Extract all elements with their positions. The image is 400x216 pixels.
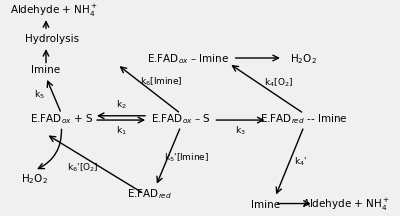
Text: E.FAD$_{ox}$ – Imine: E.FAD$_{ox}$ – Imine bbox=[148, 52, 230, 66]
Text: E.FAD$_{ox}$ – S: E.FAD$_{ox}$ – S bbox=[151, 112, 211, 126]
Text: H$_2$O$_2$: H$_2$O$_2$ bbox=[21, 172, 48, 186]
Text: k$_5$: k$_5$ bbox=[34, 88, 44, 101]
Text: k$_6$'[O$_2$]: k$_6$'[O$_2$] bbox=[67, 162, 98, 175]
Text: Imine: Imine bbox=[251, 200, 280, 210]
Text: k$_4$': k$_4$' bbox=[294, 156, 308, 168]
Text: E.FAD$_{red}$: E.FAD$_{red}$ bbox=[127, 187, 172, 201]
Text: k$_4$[O$_2$]: k$_4$[O$_2$] bbox=[264, 76, 294, 89]
Text: Hydrolysis: Hydrolysis bbox=[25, 34, 79, 44]
Text: k$_5$'[Imine]: k$_5$'[Imine] bbox=[164, 151, 209, 164]
Text: E.FAD$_{red}$ -- Imine: E.FAD$_{red}$ -- Imine bbox=[260, 112, 348, 126]
Text: Imine: Imine bbox=[32, 65, 60, 75]
Text: H$_2$O$_2$: H$_2$O$_2$ bbox=[290, 52, 318, 66]
Text: k$_3$: k$_3$ bbox=[235, 124, 246, 137]
Text: k$_2$: k$_2$ bbox=[116, 99, 126, 111]
Text: Aldehyde + NH$_4^+$: Aldehyde + NH$_4^+$ bbox=[302, 197, 390, 213]
Text: E.FAD$_{ox}$ + S: E.FAD$_{ox}$ + S bbox=[30, 112, 93, 126]
Text: k$_6$[Imine]: k$_6$[Imine] bbox=[140, 75, 183, 88]
Text: k$_1$: k$_1$ bbox=[116, 124, 126, 137]
Text: Aldehyde + NH$_4^+$: Aldehyde + NH$_4^+$ bbox=[10, 3, 98, 19]
